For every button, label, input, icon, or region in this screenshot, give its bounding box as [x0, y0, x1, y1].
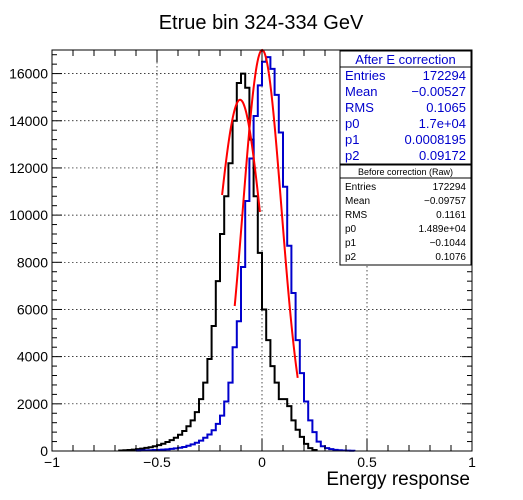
stat-after-label-2: RMS: [345, 100, 374, 115]
stat-before-label-3: p0: [345, 224, 357, 235]
y-tick-label-4: 8000: [17, 254, 48, 270]
y-tick-label-5: 10000: [9, 207, 48, 223]
stat-before-label-0: Entries: [345, 182, 376, 193]
stat-box-before-correction: Before correction (Raw) Entries 172294 Mean…: [339, 164, 472, 266]
stat-before-value-1: −0.09757: [424, 196, 466, 207]
stat-box-after-frame: [339, 50, 472, 165]
series-layer: [118, 56, 356, 452]
y-tick-label-8: 16000: [9, 66, 48, 82]
stat-before-value-2: 0.1161: [436, 210, 466, 221]
stat-before-value-5: 0.1076: [435, 252, 466, 263]
x-tick-label-0: −1: [44, 454, 60, 470]
chart-title: Etrue bin 324-334 GeV: [159, 12, 364, 34]
stat-after-label-0: Entries: [345, 68, 386, 83]
stat-before-label-2: RMS: [345, 210, 368, 221]
stat-box-after-title: After E correction: [355, 52, 455, 67]
y-axis: 0 2000 4000 6000 8000 10000 12000 14000 16000: [9, 54, 472, 459]
y-tick-label-3: 6000: [17, 301, 48, 317]
stat-before-value-4: −0.1044: [430, 238, 467, 249]
y-tick-label-0: 0: [40, 443, 48, 459]
stat-after-value-2: 0.1065: [426, 100, 466, 115]
stat-before-label-4: p1: [345, 238, 357, 249]
stat-before-value-0: 172294: [433, 182, 467, 193]
x-tick-label-3: 0.5: [357, 454, 377, 470]
y-tick-label-6: 12000: [9, 160, 48, 176]
stat-before-label-5: p2: [345, 252, 357, 263]
stat-after-label-4: p1: [345, 132, 359, 147]
stat-before-value-3: 1.489e+04: [418, 224, 466, 235]
fit-curve-1: [233, 48, 299, 378]
fit-curve-0: [221, 98, 261, 213]
stat-after-label-5: p2: [345, 148, 359, 163]
stat-after-label-1: Mean: [345, 84, 378, 99]
stat-box-before-frame: [339, 164, 472, 266]
stat-after-label-3: p0: [345, 116, 359, 131]
stat-after-value-0: 172294: [423, 68, 466, 83]
x-tick-label-1: −0.5: [143, 454, 171, 470]
x-tick-label-2: 0: [258, 454, 266, 470]
y-tick-label-1: 2000: [17, 396, 48, 412]
stat-box-before-title: Before correction (Raw): [358, 167, 453, 177]
stat-after-value-1: −0.00527: [411, 84, 466, 99]
fit-layer: [221, 48, 299, 378]
histogram-series-0: [118, 72, 318, 452]
y-tick-label-7: 14000: [9, 113, 48, 129]
stat-before-label-1: Mean: [345, 196, 370, 207]
stat-after-value-5: 0.09172: [419, 148, 466, 163]
stat-after-value-4: 0.0008195: [405, 132, 466, 147]
histogram-series-1: [135, 56, 356, 452]
x-axis-label: Energy response: [326, 469, 470, 490]
x-tick-label-4: 1: [468, 454, 476, 470]
stat-after-value-3: 1.7e+04: [419, 116, 466, 131]
y-tick-label-2: 4000: [17, 349, 48, 365]
